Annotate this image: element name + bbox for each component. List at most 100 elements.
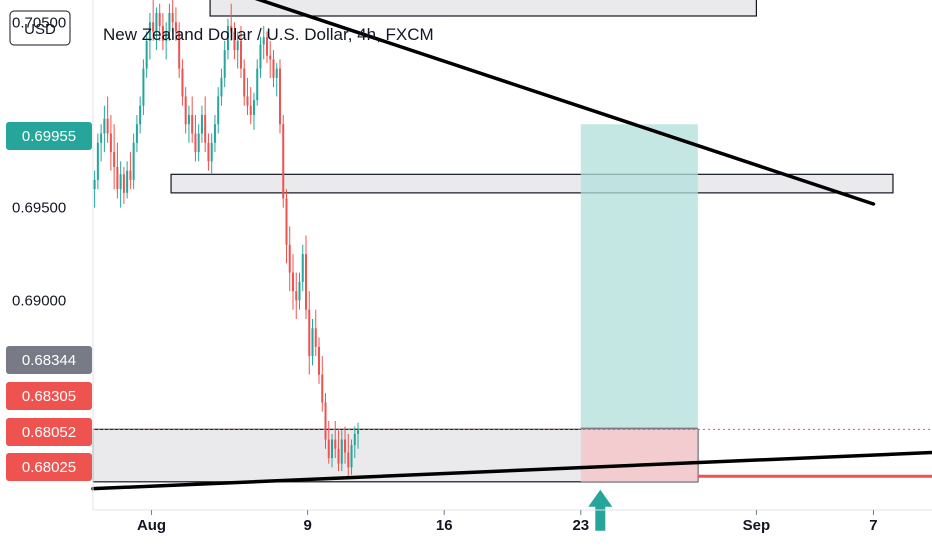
- candle-body-61: [291, 272, 295, 292]
- candle-body-12: [132, 142, 135, 180]
- candle-body-70: [321, 374, 324, 403]
- candle-body-57: [278, 68, 281, 125]
- candle-body-30: [191, 114, 194, 134]
- candle-body-17: [148, 22, 151, 41]
- currency-label: USD: [24, 21, 56, 38]
- price-tag-bg-1: [6, 346, 92, 374]
- trendlines-layer: [91, 0, 932, 531]
- candle-body-48: [249, 105, 252, 115]
- position-layer: [580, 124, 698, 482]
- candle-body-20: [158, 12, 161, 26]
- candle-body-36: [210, 142, 213, 162]
- candle-body-26: [178, 31, 181, 69]
- candle-body-32: [197, 133, 200, 153]
- candle-body-77: [344, 439, 347, 453]
- currency-box[interactable]: [9, 10, 71, 46]
- candle-body-56: [275, 68, 278, 78]
- candle-body-52: [262, 37, 265, 45]
- x-tick-label-3: 23: [572, 517, 589, 534]
- candle-body-24: [171, 12, 174, 23]
- candle-body-34: [204, 114, 207, 143]
- candle-body-68: [314, 328, 317, 347]
- candle-body-50: [256, 68, 259, 101]
- trendline-1: [91, 450, 932, 491]
- candle-body-31: [194, 133, 197, 153]
- candle-body-14: [139, 105, 142, 125]
- candle-body-46: [243, 68, 246, 97]
- candle-body-33: [200, 114, 203, 134]
- candle-body-25: [174, 22, 177, 32]
- candle-body-51: [259, 44, 262, 69]
- y-tick-label-1: 0.69500: [12, 200, 66, 217]
- x-tick-label-2: 16: [436, 517, 453, 534]
- candle-body-45: [239, 40, 242, 69]
- candle-body-39: [220, 77, 223, 97]
- candle-body-35: [207, 142, 210, 162]
- candle-body-60: [288, 244, 291, 273]
- candle-body-55: [272, 59, 275, 78]
- candle-body-18: [152, 22, 155, 32]
- candle-body-79: [350, 445, 353, 468]
- candle-body-64: [301, 254, 304, 282]
- candle-body-2: [100, 133, 103, 143]
- price-tag-label-1: 0.68344: [22, 352, 76, 369]
- candle-body-41: [226, 25, 229, 51]
- candle-body-29: [187, 114, 190, 125]
- candle-body-58: [282, 124, 285, 199]
- candle-body-49: [252, 100, 255, 115]
- x-tick-label-0: Aug: [137, 517, 166, 534]
- candle-body-54: [269, 55, 272, 60]
- candle-body-5: [109, 133, 112, 153]
- candle-body-8: [119, 174, 122, 190]
- candle-body-74: [334, 439, 337, 449]
- candle-body-42: [230, 25, 233, 32]
- position-target-area: [580, 124, 698, 429]
- candle-body-16: [145, 40, 148, 69]
- zone-box-1: [209, 0, 757, 17]
- candle-body-71: [324, 402, 327, 440]
- candle-body-9: [122, 174, 125, 193]
- candles-layer: [93, 0, 360, 477]
- y-tick-label-0: 0.70500: [12, 14, 66, 31]
- candle-body-7: [116, 166, 119, 190]
- candle-body-76: [340, 439, 343, 464]
- candle-body-69: [318, 346, 321, 375]
- candle-body-1: [96, 142, 99, 180]
- candle-body-53: [265, 37, 268, 56]
- candle-body-63: [298, 281, 301, 301]
- candle-body-43: [233, 31, 236, 51]
- candle-body-73: [331, 439, 334, 459]
- candle-body-67: [311, 328, 314, 357]
- candle-body-10: [126, 170, 129, 193]
- candle-body-23: [168, 12, 171, 32]
- candle-body-38: [217, 96, 220, 125]
- x-tick-label-5: 7: [869, 517, 877, 534]
- price-tag-bg-4: [6, 453, 92, 481]
- candle-body-11: [129, 170, 132, 180]
- candle-body-78: [347, 452, 350, 468]
- price-tag-label-3: 0.68052: [22, 424, 76, 441]
- candle-body-75: [337, 448, 340, 464]
- zone-box-0: [170, 173, 894, 194]
- candle-body-3: [103, 118, 106, 134]
- candle-body-81: [357, 430, 360, 434]
- price-tag-label-0: 0.69955: [22, 128, 76, 145]
- candle-body-47: [246, 96, 249, 106]
- candle-body-66: [308, 309, 311, 357]
- candle-body-44: [236, 40, 239, 51]
- candle-body-19: [155, 12, 158, 32]
- candle-body-21: [161, 25, 164, 41]
- candle-body-0: [93, 179, 96, 190]
- candle-body-72: [327, 439, 330, 459]
- price-tag-bg-0: [6, 122, 92, 150]
- candle-body-15: [142, 68, 145, 106]
- chart-title: New Zealand Dollar / U.S. Dollar, 4h, FX…: [103, 25, 434, 44]
- candle-body-37: [213, 124, 216, 143]
- trendline-0: [254, 0, 876, 206]
- candle-body-6: [113, 152, 116, 167]
- x-tick-label-1: 9: [303, 517, 311, 534]
- title-layer: New Zealand Dollar / U.S. Dollar, 4h, FX…: [103, 25, 434, 44]
- candle-body-22: [165, 31, 168, 41]
- price-tag-bg-3: [6, 418, 92, 446]
